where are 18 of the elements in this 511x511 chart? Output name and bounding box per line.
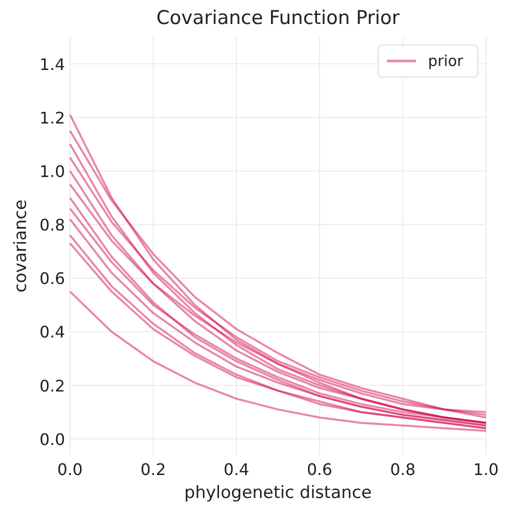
y-tick-label: 0.4 [40, 322, 65, 342]
x-tick-label: 0.2 [140, 460, 166, 479]
y-tick-label: 1.0 [40, 162, 65, 181]
x-tick-label: 1.0 [473, 460, 499, 479]
x-tick-label: 0.4 [224, 460, 250, 479]
x-tick-label: 0.8 [390, 460, 416, 479]
y-tick-label: 0.6 [40, 269, 65, 288]
y-tick-label: 0.2 [40, 376, 65, 396]
y-tick-label: 0.8 [40, 216, 65, 235]
x-tick-label: 0.0 [57, 460, 83, 479]
y-tick-label: 1.4 [40, 54, 65, 74]
legend-label: prior [428, 52, 464, 70]
x-axis-title: phylogenetic distance [184, 483, 372, 503]
x-tick-label: 0.6 [306, 460, 332, 479]
y-tick-label: 0.0 [40, 430, 65, 449]
y-tick-label: 1.2 [40, 108, 65, 128]
y-axis-title: covariance [11, 200, 31, 292]
chart-title: Covariance Function Prior [156, 7, 400, 29]
